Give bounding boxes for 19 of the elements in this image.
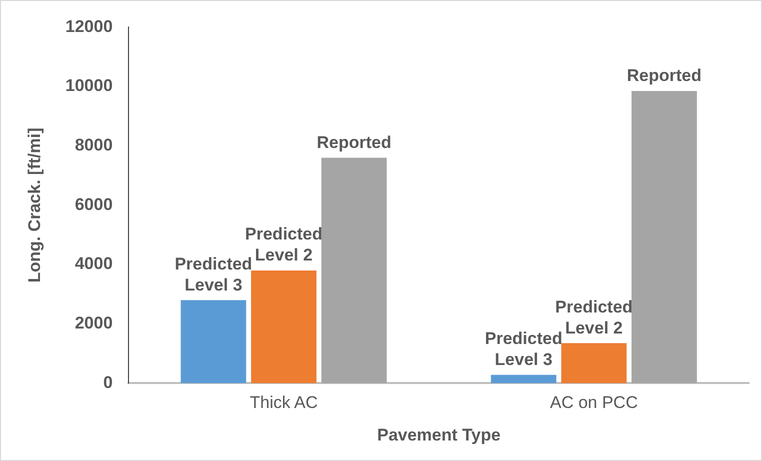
text: Reported	[316, 132, 392, 152]
series-label: Reported	[626, 66, 702, 86]
bar	[561, 343, 627, 384]
y-tick-label: 6000	[74, 194, 113, 214]
bar	[632, 90, 697, 384]
y-tick-label: 4000	[74, 254, 113, 274]
bar	[490, 374, 556, 384]
y-tick-label: 2000	[74, 314, 113, 333]
y-tick-label: 8000	[74, 136, 113, 155]
x-axis-title: Pavement Type	[377, 425, 501, 444]
bar	[251, 270, 316, 384]
bar	[321, 158, 387, 384]
y-tick-label: 0	[103, 372, 113, 392]
bar	[180, 300, 246, 384]
y-axis-title: Long. Crack. [ft/mi]	[24, 128, 44, 283]
y-tick-label: 12000	[65, 16, 113, 36]
y-tick-label: 10000	[65, 76, 113, 96]
x-tick-label: Thick AC	[250, 393, 318, 412]
x-tick-label: AC on PCC	[550, 393, 638, 412]
